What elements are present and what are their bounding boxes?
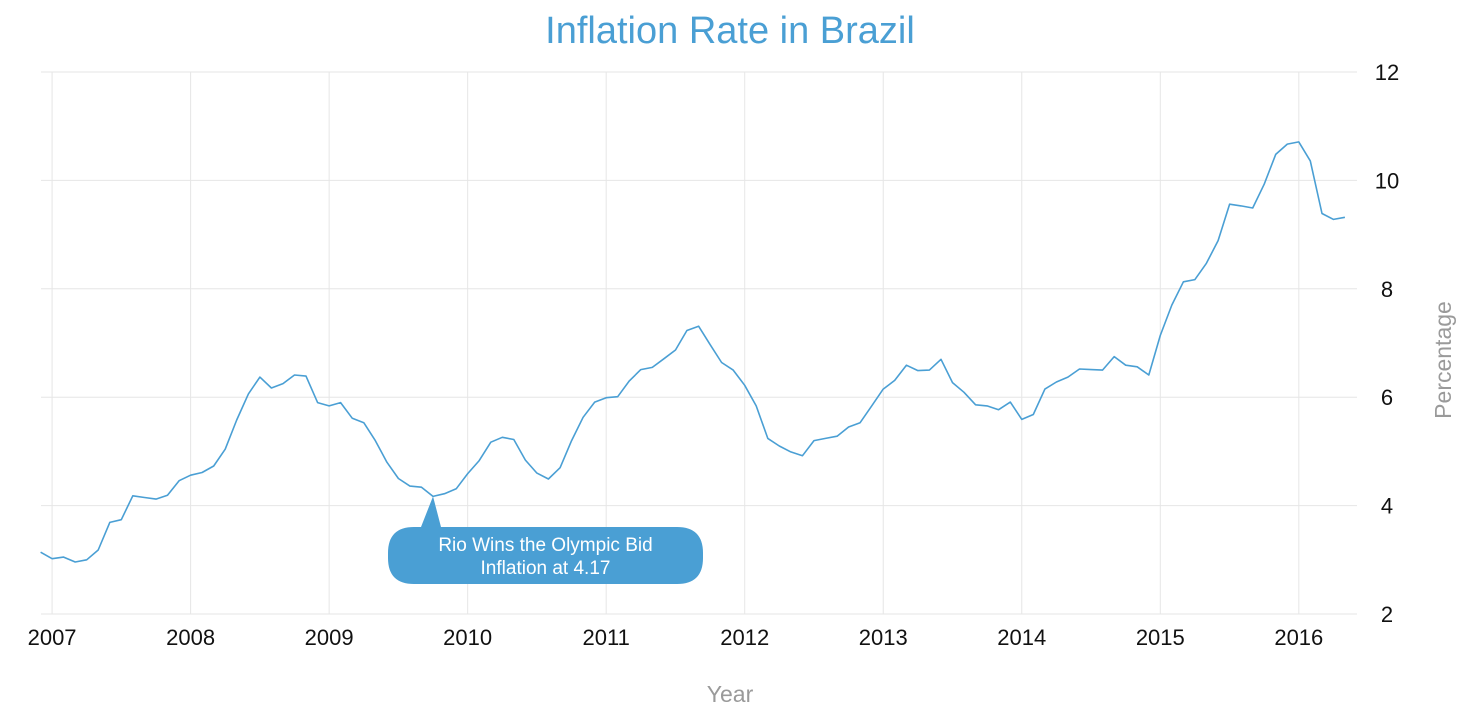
x-tick-label: 2009 bbox=[305, 625, 354, 650]
chart-title: Inflation Rate in Brazil bbox=[545, 10, 915, 52]
grid-lines bbox=[41, 71, 1357, 615]
y-tick-label: 12 bbox=[1375, 60, 1399, 85]
x-axis-label: Year bbox=[707, 681, 754, 707]
annotation-text-line2: Inflation at 4.17 bbox=[481, 558, 611, 579]
x-tick-label: 2011 bbox=[583, 625, 630, 650]
y-axis-label: Percentage bbox=[1430, 301, 1456, 419]
y-tick-label: 2 bbox=[1381, 602, 1393, 627]
x-tick-label: 2007 bbox=[28, 625, 77, 650]
x-tick-label: 2015 bbox=[1136, 625, 1185, 650]
axes: 2 4 6 8 10 12 2007 2008 2009 2010 2011 2012 2013 2014… bbox=[28, 60, 1400, 650]
x-tick-label: 2013 bbox=[859, 625, 908, 650]
x-tick-label: 2010 bbox=[443, 625, 492, 650]
series-layer bbox=[40, 141, 1346, 563]
annotation: Rio Wins the Olympic Bid Inflation at 4.… bbox=[388, 496, 703, 584]
x-tick-label: 2016 bbox=[1274, 625, 1323, 650]
annotation-callout-box bbox=[388, 496, 703, 584]
x-tick-label: 2012 bbox=[720, 625, 769, 650]
y-tick-label: 4 bbox=[1381, 494, 1393, 519]
y-tick-label: 8 bbox=[1381, 277, 1393, 302]
annotation-text-line1: Rio Wins the Olympic Bid bbox=[438, 535, 652, 556]
x-tick-label: 2008 bbox=[166, 625, 215, 650]
series-line bbox=[40, 141, 1346, 563]
x-tick-label: 2014 bbox=[997, 625, 1046, 650]
y-tick-label: 10 bbox=[1375, 168, 1399, 193]
y-tick-label: 6 bbox=[1381, 385, 1393, 410]
